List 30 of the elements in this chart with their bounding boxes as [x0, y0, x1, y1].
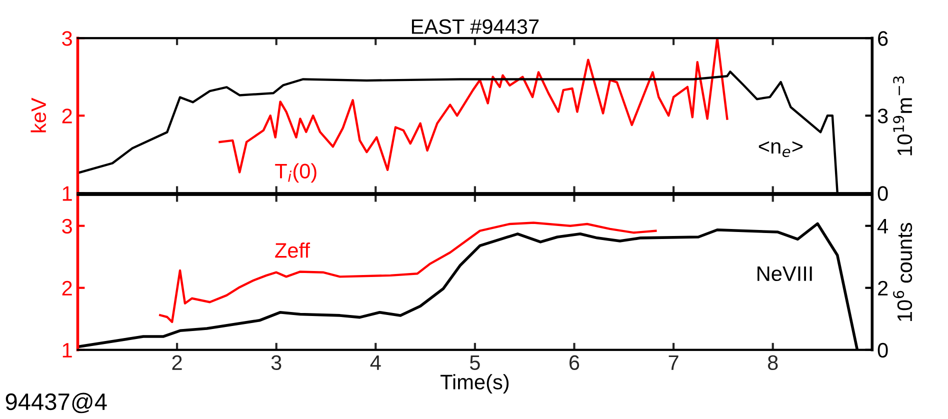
- series-label: T$_{i}$(0): [275, 163, 316, 183]
- y-tick-label: 2: [62, 280, 72, 296]
- x-tick-label: 4: [370, 355, 381, 370]
- series-label: <n$_{e}$>: [758, 141, 803, 158]
- y-tick-label: 1: [62, 343, 72, 358]
- x-tick-label: 8: [768, 355, 778, 370]
- y2-tick-label: 0: [878, 186, 888, 201]
- x-tick-label: 5: [470, 355, 480, 370]
- y-tick-label: 3: [62, 31, 72, 46]
- y2-axis-title: 10$^{19}$m$^{−3}$: [893, 76, 912, 156]
- y-axis-title: keV: [30, 98, 46, 132]
- y2-tick-label: 3: [878, 108, 888, 124]
- x-tick-label: 7: [668, 355, 678, 370]
- chart-title: EAST #94437: [412, 19, 539, 34]
- x-tick-label: 3: [271, 355, 282, 370]
- x-tick-label: 6: [570, 355, 580, 370]
- text: 94437@4: [6, 392, 107, 414]
- y2-tick-label: 6: [878, 31, 888, 46]
- x-tick-label: 2: [172, 355, 182, 370]
- y-tick-label: 1: [62, 186, 72, 201]
- line-series: [159, 222, 657, 324]
- series-label: NeVIII: [758, 266, 812, 282]
- series-label: Zeff: [275, 242, 310, 258]
- y-tick-label: 2: [62, 108, 72, 124]
- y2-tick-label: 2: [878, 280, 888, 296]
- y-tick-label: 3: [62, 218, 72, 234]
- y2-axis-title: 10$^{6}$ counts: [893, 222, 912, 321]
- x-axis-title: Time(s): [440, 374, 509, 394]
- y2-tick-label: 0: [878, 342, 888, 358]
- y2-tick-label: 4: [878, 219, 888, 234]
